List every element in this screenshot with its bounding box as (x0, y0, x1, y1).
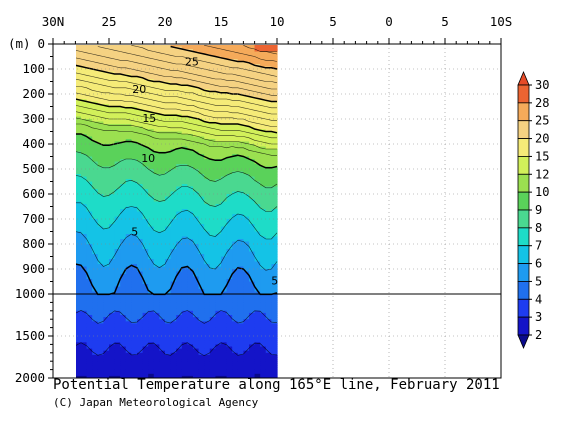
y-tick-label: 1000 (15, 286, 45, 301)
credit-text: (C) Japan Meteorological Agency (53, 396, 259, 409)
x-tick-label: 10 (269, 14, 284, 29)
colorbar-swatch (517, 227, 530, 247)
colorbar-swatch (517, 138, 530, 157)
x-tick-label: 20 (157, 14, 172, 29)
colorbar-swatch (517, 334, 530, 350)
colorbar-label: 3 (535, 310, 542, 324)
y-tick-label: 700 (22, 211, 45, 226)
x-tick-label: 5 (329, 14, 337, 29)
colorbar-swatch (517, 263, 530, 282)
colorbar-label: 28 (535, 96, 549, 110)
y-tick-label: 600 (22, 186, 45, 201)
colorbar-swatch (517, 156, 530, 175)
colorbar-label: 20 (535, 132, 549, 146)
y-tick-label: 0 (37, 36, 45, 51)
colorbar-swatch (517, 84, 530, 104)
colorbar-label: 15 (535, 149, 549, 163)
colorbar-swatch (517, 120, 530, 139)
colorbar-label: 6 (535, 257, 542, 271)
y-tick-label: 800 (22, 236, 45, 251)
colorbar-swatch (517, 316, 530, 336)
colorbar-label: 9 (535, 203, 542, 217)
colorbar-swatch (517, 173, 530, 193)
contour-label: 10 (141, 152, 155, 165)
contour-lines (76, 45, 278, 357)
x-axis: 30N 25 20 15 10 5 0 5 10S (42, 14, 513, 44)
contour-label: 5 (131, 226, 138, 239)
y-axis-label: (m) (8, 36, 31, 51)
colorbar-label: 8 (535, 221, 542, 235)
colorbar-label: 2 (535, 328, 542, 342)
colorbar-swatch (517, 209, 530, 229)
colorbar-label: 12 (535, 167, 549, 181)
x-tick-label: 5 (441, 14, 449, 29)
colorbar-swatch (517, 281, 530, 300)
grid-lines (53, 44, 501, 378)
colorbar-swatch (517, 191, 530, 211)
contour-label: 20 (132, 83, 146, 96)
contour-label: 15 (142, 112, 156, 125)
contour-labels: 25 20 15 10 5 5 (131, 56, 278, 288)
colorbar-label: 25 (535, 114, 549, 128)
colorbar-swatch (517, 245, 530, 264)
colorbar: 30 28 25 20 15 12 10 9 8 7 6 5 4 3 2 (517, 70, 549, 350)
temperature-field (76, 45, 278, 378)
y-tick-label: 200 (22, 86, 45, 101)
colorbar-swatch (517, 298, 530, 318)
x-tick-label: 25 (101, 14, 116, 29)
y-tick-label: 1500 (15, 328, 45, 343)
x-tick-label: 10S (490, 14, 513, 29)
x-tick-label: 30N (42, 14, 65, 29)
y-tick-label: 100 (22, 61, 45, 76)
y-axis: 0 100 200 300 400 500 600 700 800 900 1000 1500 2000 (15, 36, 53, 385)
y-tick-label: 400 (22, 136, 45, 151)
y-tick-label: 300 (22, 111, 45, 126)
colorbar-label: 30 (535, 78, 549, 92)
colorbar-label: 5 (535, 274, 542, 288)
colorbar-label: 4 (535, 292, 542, 306)
contour-label: 5 (271, 274, 278, 287)
colorbar-label: 7 (535, 239, 542, 253)
colorbar-swatch (517, 70, 530, 86)
y-tick-label: 500 (22, 161, 45, 176)
colorbar-label: 10 (535, 185, 549, 199)
contour-label: 25 (185, 56, 199, 69)
x-tick-label: 0 (385, 14, 393, 29)
y-tick-label: 2000 (15, 370, 45, 385)
y-tick-label: 900 (22, 261, 45, 276)
chart-title: Potential Temperature along 165°E line, … (53, 377, 500, 393)
x-tick-label: 15 (213, 14, 228, 29)
colorbar-swatch (517, 102, 530, 122)
